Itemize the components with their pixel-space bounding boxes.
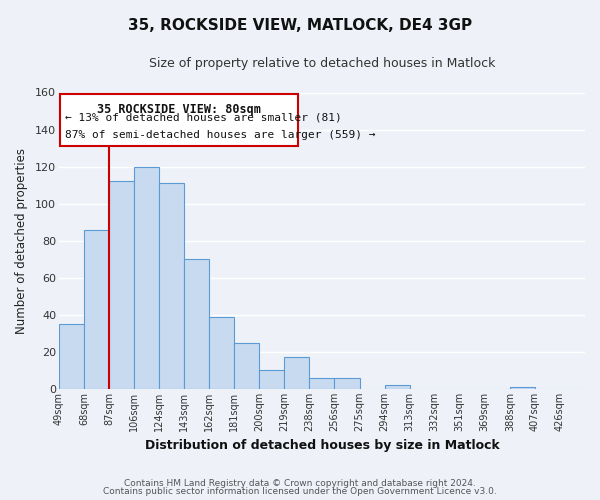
Bar: [109, 182, 134, 389]
Bar: [234, 342, 259, 389]
Y-axis label: Number of detached properties: Number of detached properties: [15, 148, 28, 334]
Text: 35 ROCKSIDE VIEW: 80sqm: 35 ROCKSIDE VIEW: 80sqm: [97, 102, 261, 116]
Bar: [310, 378, 334, 389]
Text: Contains public sector information licensed under the Open Government Licence v3: Contains public sector information licen…: [103, 487, 497, 496]
Bar: [385, 385, 410, 389]
Bar: [284, 358, 310, 389]
Text: ← 13% of detached houses are smaller (81): ← 13% of detached houses are smaller (81…: [65, 113, 342, 123]
Bar: [209, 316, 234, 389]
Bar: [259, 370, 284, 389]
X-axis label: Distribution of detached houses by size in Matlock: Distribution of detached houses by size …: [145, 440, 499, 452]
Bar: [134, 166, 159, 389]
FancyBboxPatch shape: [60, 94, 298, 146]
Bar: [510, 387, 535, 389]
Bar: [334, 378, 359, 389]
Text: 87% of semi-detached houses are larger (559) →: 87% of semi-detached houses are larger (…: [65, 130, 376, 140]
Bar: [184, 259, 209, 389]
Bar: [159, 184, 184, 389]
Bar: [84, 230, 109, 389]
Text: Contains HM Land Registry data © Crown copyright and database right 2024.: Contains HM Land Registry data © Crown c…: [124, 478, 476, 488]
Title: Size of property relative to detached houses in Matlock: Size of property relative to detached ho…: [149, 58, 495, 70]
Bar: [59, 324, 84, 389]
Text: 35, ROCKSIDE VIEW, MATLOCK, DE4 3GP: 35, ROCKSIDE VIEW, MATLOCK, DE4 3GP: [128, 18, 472, 32]
